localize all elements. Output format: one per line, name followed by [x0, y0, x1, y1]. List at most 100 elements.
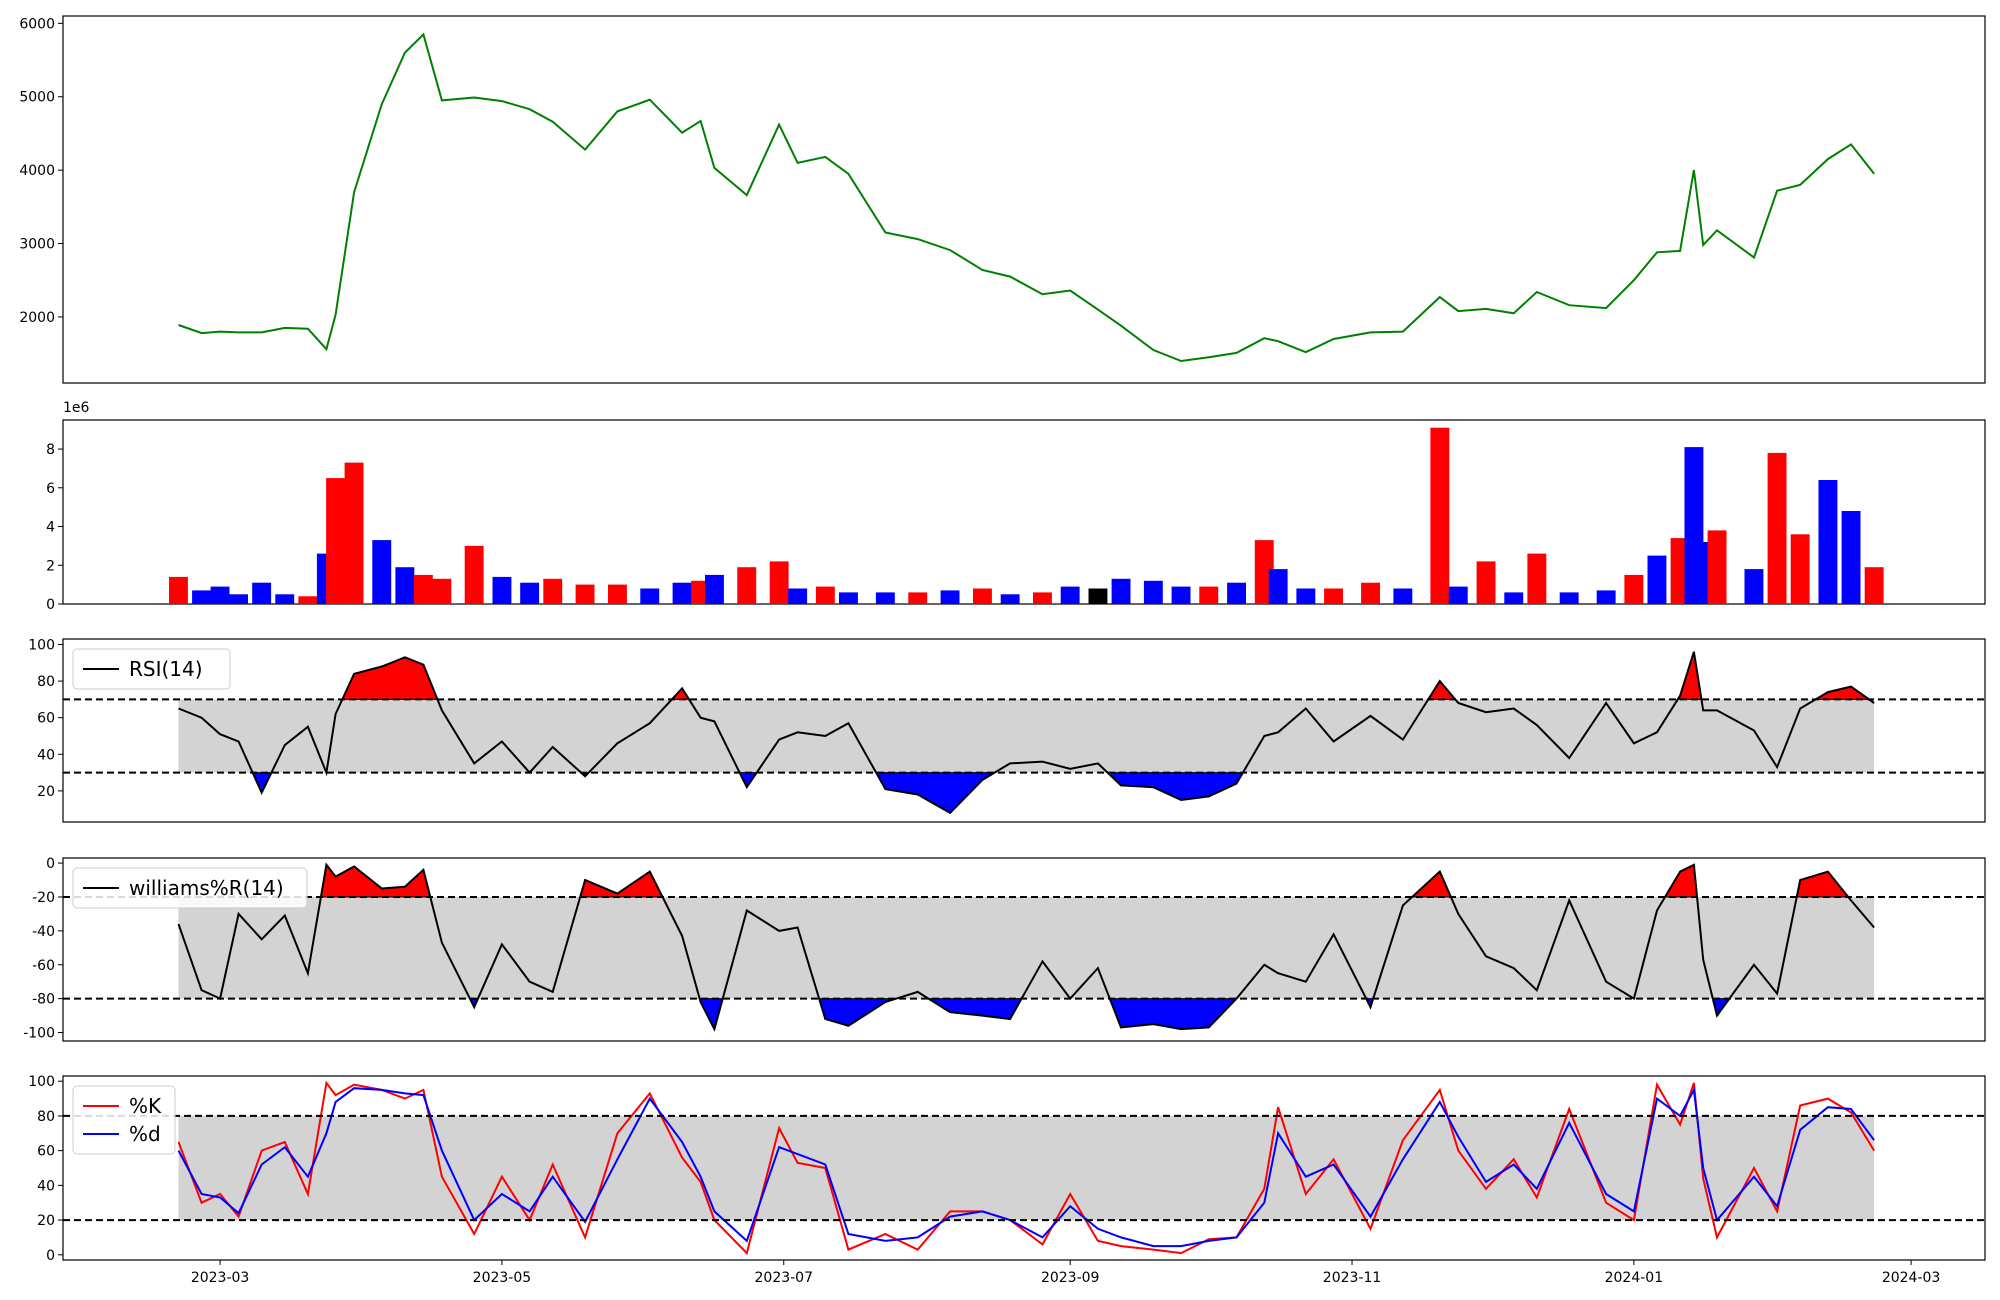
volume-bar: [1790, 534, 1810, 604]
price-y-tick-label: 5000: [19, 90, 55, 106]
volume-y-tick-label: 2: [46, 558, 55, 574]
volume-bar: [432, 578, 452, 604]
x-tick-label: 2024-03: [1882, 1270, 1941, 1286]
volume-y-tick-label: 8: [46, 442, 55, 458]
rsi-y-tick-label: 20: [37, 784, 55, 800]
volume-bar: [395, 567, 415, 604]
volume-bar: [520, 582, 540, 604]
x-axis: 2023-03 2023-05 2023-07 2023-09 2023-11 2024-…: [191, 1260, 1940, 1286]
rsi-y-tick-label: 80: [37, 674, 55, 690]
williams-r-y-tick-label: -20: [32, 890, 55, 906]
rsi-legend-label: RSI(14): [129, 657, 203, 681]
williams-r-overbought-area: [1664, 864, 1698, 898]
volume-y-tick-label: 0: [46, 597, 55, 613]
rsi-y-tick-label: 100: [28, 637, 55, 653]
williams-r-y-tick-label: -40: [32, 924, 55, 940]
volume-scale-note: 1e6: [63, 400, 90, 416]
volume-bar: [1841, 511, 1861, 604]
volume-panel: 0 2 4 6 8 1e6: [46, 400, 1986, 613]
volume-bar: [1033, 592, 1052, 604]
volume-bar: [1864, 567, 1884, 604]
volume-bar: [1361, 582, 1380, 604]
stochastic-y-tick-label: 80: [37, 1109, 55, 1125]
williams-r-y-tick-label: -100: [23, 1026, 55, 1042]
volume-bar: [940, 590, 960, 604]
volume-bar: [192, 590, 211, 604]
volume-bar: [1324, 588, 1343, 604]
rsi-y-tick-label: 60: [37, 711, 55, 727]
stochastic-y-tick-label: 100: [28, 1074, 55, 1090]
williams-r-overbought-area: [579, 870, 664, 898]
rsi-legend-box: [72, 648, 231, 690]
volume-bar: [1527, 553, 1547, 604]
rsi-oversold-area: [875, 772, 997, 814]
stochastic-legend-label: %d: [129, 1122, 161, 1146]
volume-bar: [275, 594, 295, 604]
volume-bar: [326, 478, 345, 604]
volume-bar: [413, 574, 433, 604]
volume-bar: [169, 576, 188, 604]
price-panel: 2000 3000 4000 5000 6000: [19, 15, 1986, 384]
williams-r-overbought-area: [1796, 871, 1850, 898]
rsi-line: [178, 651, 1875, 815]
volume-bar: [210, 586, 230, 604]
williams-r-oversold-area: [926, 998, 1023, 1020]
volume-bar: [1430, 427, 1450, 604]
price-y-tick-label: 4000: [19, 163, 55, 179]
price-series-line: [178, 32, 1875, 363]
volume-bar: [672, 582, 692, 604]
x-tick-label: 2023-11: [1323, 1270, 1382, 1286]
volume-bar: [737, 567, 757, 604]
volume-bar: [1476, 561, 1496, 604]
volume-bar: [1111, 578, 1131, 604]
volume-bar: [1000, 594, 1020, 604]
x-tick-label: 2024-01: [1605, 1270, 1664, 1286]
volume-bar: [252, 582, 272, 604]
volume-bar: [1448, 586, 1468, 604]
rsi-oversold-area: [251, 772, 273, 794]
x-tick-label: 2023-03: [191, 1270, 250, 1286]
stochastic-legend-label: %K: [129, 1094, 162, 1118]
volume-bar: [1393, 588, 1413, 604]
price-y-tick-label: 3000: [19, 237, 55, 253]
williams-r-y-tick-label: 0: [46, 856, 55, 872]
volume-bar: [1818, 480, 1838, 604]
rsi-panel: 20 40 60 80 100 RSI(14): [28, 637, 1986, 823]
volume-y-tick-label: 4: [46, 520, 55, 536]
williams-r-frame: [62, 857, 1986, 1042]
rsi-neutral-band: [178, 699, 1875, 773]
volume-bar: [1060, 586, 1080, 604]
volume-bar: [575, 584, 595, 604]
stochastic-y-tick-label: 40: [37, 1178, 55, 1194]
volume-y-tick-label: 6: [46, 481, 55, 497]
volume-bar: [1559, 592, 1579, 604]
volume-bar: [229, 594, 248, 604]
volume-bar: [1268, 569, 1288, 604]
volume-bar: [839, 592, 858, 604]
williams-r-neutral-band: [178, 896, 1875, 999]
stochastic-legend-box: [72, 1085, 176, 1155]
volume-bar: [1227, 582, 1246, 604]
rsi-y-tick-label: 40: [37, 747, 55, 763]
williams-r-y-tick-label: -60: [32, 958, 55, 974]
volume-bar: [1647, 555, 1667, 604]
volume-bar: [344, 462, 364, 604]
volume-bar: [1744, 569, 1764, 604]
volume-bar: [298, 596, 318, 604]
volume-frame: [62, 419, 1986, 605]
volume-bar: [1504, 592, 1524, 604]
volume-bar: [640, 588, 660, 604]
volume-bar: [1143, 580, 1163, 604]
x-tick-label: 2023-07: [755, 1270, 814, 1286]
price-frame: [62, 15, 1986, 384]
price-y-tick-label: 6000: [19, 16, 55, 32]
price-y-tick-label: 2000: [19, 310, 55, 326]
volume-bar: [1596, 590, 1616, 604]
volume-bar: [1171, 586, 1191, 604]
volume-bar: [543, 578, 563, 604]
stochastic-y-tick-label: 20: [37, 1213, 55, 1229]
williams-r-legend-box: [72, 867, 308, 909]
stochastic-frame: [62, 1075, 1986, 1261]
volume-bar: [1767, 452, 1787, 604]
